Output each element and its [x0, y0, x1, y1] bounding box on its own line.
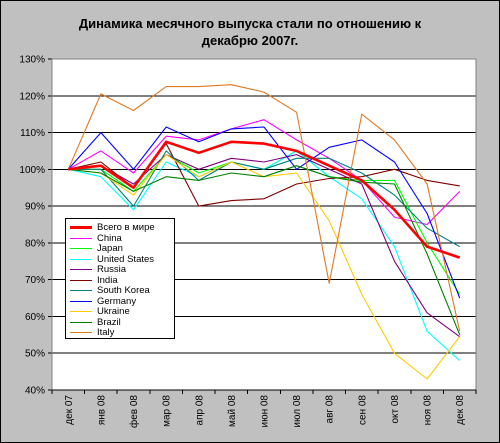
legend-item: United States: [66, 254, 174, 265]
x-tick-label: апр 08: [194, 395, 205, 426]
x-tick-label: июн 08: [260, 395, 271, 428]
legend-item: Ukraine: [66, 306, 174, 317]
series-line-russia: [68, 154, 461, 338]
legend-swatch: [70, 237, 92, 239]
legend-label: Italy: [97, 327, 115, 338]
chart-title-line-2: декабрю 2007г.: [201, 33, 299, 48]
legend-item: Italy: [66, 327, 174, 338]
legend-label: Brazil: [97, 316, 121, 328]
series-line-italy: [67, 84, 461, 332]
y-tick-label: 80%: [25, 238, 45, 249]
x-tick-label: окт 08: [390, 395, 401, 424]
legend-label: Ukraine: [97, 306, 130, 317]
y-tick-label: 90%: [25, 202, 45, 213]
legend-swatch: [70, 311, 92, 312]
series-line-brazil: [68, 165, 461, 336]
chart-legend: Всего в мире China Japan United States Russi…: [65, 218, 175, 339]
y-tick-label: 120%: [19, 91, 45, 102]
series-line-south-korea: [68, 150, 460, 248]
x-tick-label: июл 08: [292, 395, 303, 428]
legend-item: Всего в мире: [66, 222, 174, 233]
legend-swatch: [70, 258, 92, 260]
x-tick-label: ноя 08: [423, 395, 434, 426]
chart-title: Динамика месячного выпуска стали по отно…: [1, 15, 499, 49]
legend-label: United States: [97, 253, 155, 265]
legend-swatch: [70, 248, 92, 249]
legend-label: Germany: [97, 295, 137, 307]
x-tick-label: дек 07: [64, 395, 75, 425]
legend-swatch: [70, 226, 92, 229]
x-tick-label: авг 08: [325, 395, 336, 424]
series-line-всего-в-мире: [68, 140, 461, 259]
y-tick-label: 130%: [19, 55, 45, 66]
x-tick-label: мар 08: [162, 395, 173, 427]
y-tick-label: 70%: [25, 275, 45, 286]
y-tick-label: 110%: [20, 128, 45, 139]
x-tick-label: дек 08: [455, 395, 466, 425]
legend-label: China: [97, 232, 122, 244]
legend-item: China: [66, 233, 174, 244]
chart-title-line-1: Динамика месячного выпуска стали по отно…: [78, 16, 422, 31]
y-tick-label: 50%: [25, 349, 45, 360]
series-line-china: [68, 119, 461, 226]
x-tick-label: сен 08: [357, 395, 368, 425]
legend-label: South Korea: [97, 285, 150, 296]
x-tick-label: май 08: [227, 395, 238, 427]
legend-swatch: [70, 300, 92, 302]
legend-item: Japan: [66, 243, 174, 254]
legend-item: Russia: [66, 264, 174, 275]
y-tick-label: 60%: [25, 312, 45, 323]
legend-label: India: [97, 274, 118, 286]
legend-label: Japan: [97, 243, 123, 254]
legend-swatch: [70, 332, 92, 333]
legend-swatch: [70, 290, 92, 291]
legend-item: Brazil: [66, 317, 174, 328]
x-tick-label: янв 08: [96, 395, 107, 426]
legend-label: Всего в мире: [97, 222, 155, 233]
legend-item: South Korea: [66, 285, 174, 296]
y-tick-label: 100%: [19, 165, 45, 176]
legend-item: India: [66, 275, 174, 286]
legend-label: Russia: [97, 264, 127, 275]
series-line-germany: [67, 126, 461, 299]
legend-swatch: [70, 279, 92, 281]
legend-swatch: [70, 269, 92, 270]
legend-item: Germany: [66, 296, 174, 307]
x-tick-label: фев 08: [128, 395, 140, 428]
legend-swatch: [70, 321, 92, 323]
y-tick-label: 40%: [25, 386, 45, 397]
